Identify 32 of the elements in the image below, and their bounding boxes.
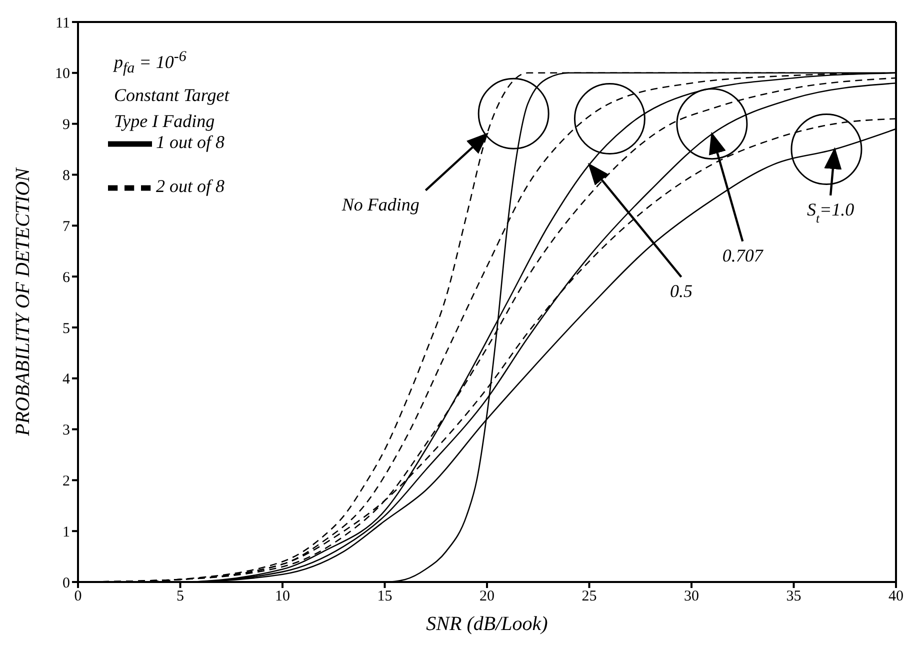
- x-tick-label: 15: [377, 588, 392, 605]
- y-tick-label: 0: [62, 575, 70, 592]
- y-tick-label: 6: [62, 270, 70, 286]
- annotation: 0.5: [670, 280, 693, 301]
- y-tick-label: 4: [62, 372, 70, 388]
- y-tick-label: 11: [56, 15, 70, 32]
- annotation: S$_{t}$=1.0: [806, 199, 854, 226]
- annotation: 0.707: [722, 245, 764, 266]
- x-tick-label: 20: [480, 588, 494, 605]
- x-tick-label: 30: [684, 588, 699, 605]
- annotation: Type I Fading: [114, 110, 216, 133]
- x-axis-title: SNR (dB/Look): [426, 613, 548, 635]
- y-tick-label: 2: [62, 474, 70, 490]
- x-tick-label: 10: [275, 588, 290, 605]
- x-tick-label: 25: [582, 588, 597, 605]
- y-tick-label: 7: [62, 218, 70, 235]
- y-axis-title: PROBABILITY OF DETECTION: [12, 166, 34, 437]
- x-tick-label: 5: [176, 588, 184, 605]
- y-tick-label: 8: [62, 168, 70, 184]
- annotation: Constant Target: [114, 84, 230, 107]
- legend-label: 1 out of 8: [156, 132, 225, 152]
- annotation: p$_{fa}$ = 10$^{-6}$: [114, 48, 188, 79]
- y-tick-label: 5: [62, 320, 70, 337]
- x-tick-label: 0: [74, 588, 82, 605]
- annotation: No Fading: [340, 194, 420, 214]
- y-tick-label: 9: [62, 117, 70, 134]
- y-tick-label: 3: [62, 422, 70, 439]
- legend-label: 2 out of 8: [156, 176, 225, 196]
- x-tick-label: 35: [786, 588, 802, 605]
- x-tick-label: 40: [888, 588, 904, 605]
- y-tick-label: 10: [55, 66, 70, 82]
- y-tick-label: 1: [62, 524, 70, 540]
